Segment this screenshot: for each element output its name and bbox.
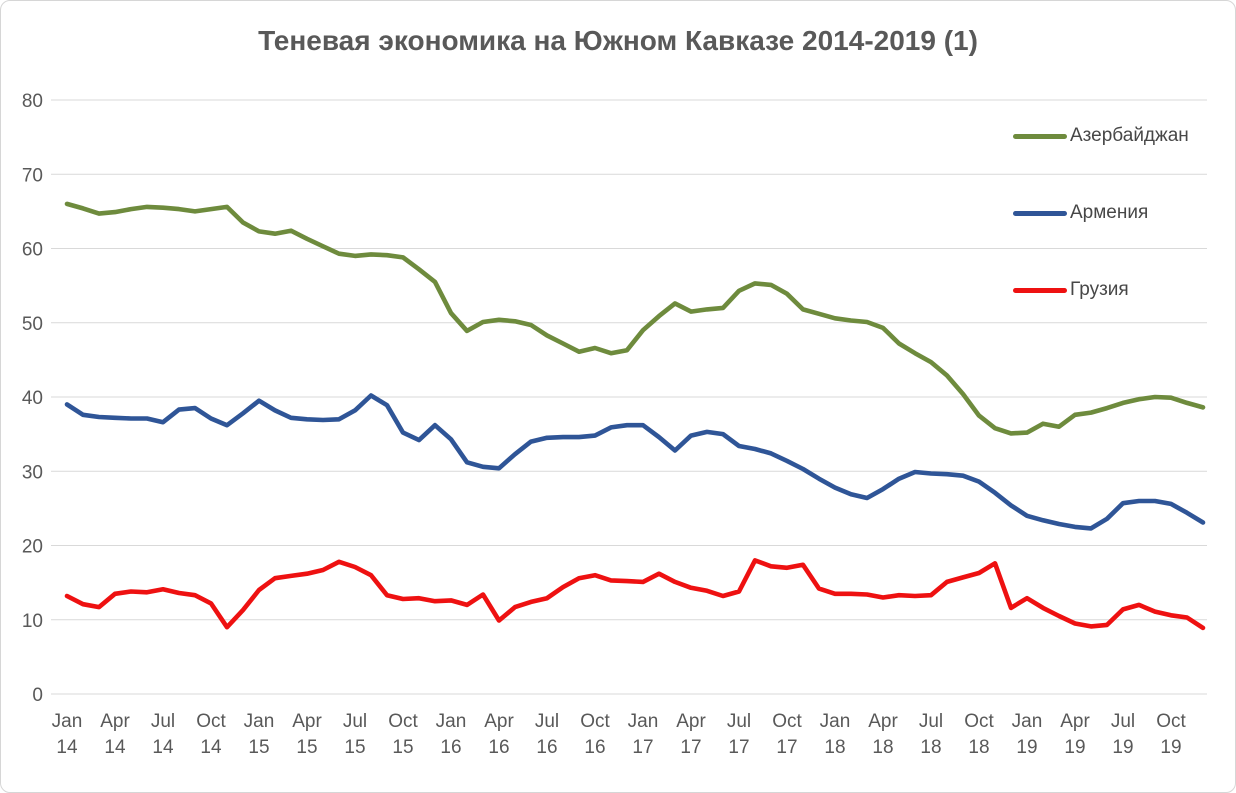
legend-label-azerbaijan: Азербайджан xyxy=(1070,125,1189,146)
x-axis-label-year: 17 xyxy=(728,737,749,758)
x-axis-label-month: Apr xyxy=(1060,711,1090,732)
x-axis-label-month: Oct xyxy=(772,711,802,732)
y-axis-label-80: 80 xyxy=(22,91,43,112)
x-axis-label-month: Jan xyxy=(436,711,467,732)
y-axis-label-50: 50 xyxy=(22,314,43,335)
x-axis-label-month: Apr xyxy=(868,711,898,732)
y-axis-label-70: 70 xyxy=(22,165,43,186)
x-axis-label-month: Jul xyxy=(151,711,175,732)
y-axis-label-30: 30 xyxy=(22,462,43,483)
series-line-2-Грузия xyxy=(64,558,1206,631)
x-axis-label-month: Oct xyxy=(580,711,610,732)
x-axis-label-year: 16 xyxy=(440,737,461,758)
x-axis-label-month: Apr xyxy=(484,711,514,732)
x-axis-label-year: 19 xyxy=(1160,737,1181,758)
series-line-1-Армения xyxy=(64,393,1206,531)
y-axis-label-20: 20 xyxy=(22,537,43,558)
x-axis-label-month: Apr xyxy=(100,711,130,732)
x-axis-label-year: 17 xyxy=(680,737,701,758)
chart-legend: Азербайджан Армения Грузия xyxy=(1013,125,1189,301)
x-axis-label-month: Jan xyxy=(1012,711,1043,732)
x-axis-label-year: 18 xyxy=(824,737,845,758)
legend-item-georgia: Грузия xyxy=(1013,279,1189,301)
legend-label-georgia: Грузия xyxy=(1070,279,1129,300)
x-axis-label-year: 16 xyxy=(584,737,605,758)
x-axis-label-month: Jan xyxy=(52,711,83,732)
x-axis-label-year: 18 xyxy=(968,737,989,758)
legend-label-armenia: Армения xyxy=(1070,202,1149,223)
x-axis-label-month: Oct xyxy=(388,711,418,732)
y-axis-label-60: 60 xyxy=(22,240,43,261)
legend-item-azerbaijan: Азербайджан xyxy=(1013,125,1189,147)
x-axis-label-year: 18 xyxy=(920,737,941,758)
x-axis-label-year: 14 xyxy=(152,737,174,758)
y-axis-label-40: 40 xyxy=(22,388,43,409)
x-axis-label-month: Oct xyxy=(1156,711,1186,732)
x-axis-label-year: 16 xyxy=(536,737,557,758)
x-axis-label-month: Apr xyxy=(676,711,706,732)
x-axis-label-year: 15 xyxy=(344,737,365,758)
x-axis-label-year: 18 xyxy=(872,737,893,758)
x-axis-label-year: 19 xyxy=(1016,737,1037,758)
x-axis-label-month: Apr xyxy=(292,711,322,732)
series-line-0-Азербайджан xyxy=(64,201,1206,436)
x-axis-label-month: Oct xyxy=(196,711,226,732)
legend-line-swatch-azerbaijan xyxy=(1013,133,1067,139)
x-axis-label-year: 15 xyxy=(296,737,317,758)
x-axis-label-month: Jul xyxy=(727,711,751,732)
x-axis-label-year: 17 xyxy=(632,737,653,758)
x-axis-label-month: Jan xyxy=(820,711,851,732)
x-axis-label-month: Jul xyxy=(535,711,559,732)
x-axis-label-year: 19 xyxy=(1112,737,1133,758)
x-axis-label-year: 15 xyxy=(248,737,269,758)
x-axis-label-month: Jul xyxy=(343,711,367,732)
x-axis-label-month: Oct xyxy=(964,711,994,732)
legend-line-swatch-georgia xyxy=(1013,287,1067,293)
x-axis-label-year: 14 xyxy=(200,737,222,758)
x-axis-label-year: 14 xyxy=(104,737,126,758)
y-axis-label-0: 0 xyxy=(32,685,43,706)
legend-item-armenia: Армения xyxy=(1013,202,1189,224)
x-axis-label-year: 14 xyxy=(56,737,78,758)
x-axis-label-month: Jul xyxy=(1111,711,1135,732)
x-axis-label-month: Jan xyxy=(244,711,275,732)
x-axis-label-year: 17 xyxy=(776,737,797,758)
chart-title: Теневая экономика на Южном Кавказе 2014-… xyxy=(258,25,978,56)
x-axis-label-month: Jan xyxy=(628,711,659,732)
x-axis-label-year: 16 xyxy=(488,737,509,758)
y-axis-label-10: 10 xyxy=(22,611,43,632)
legend-line-swatch-armenia xyxy=(1013,210,1067,216)
x-axis-label-month: Jul xyxy=(919,711,943,732)
x-axis-label-year: 19 xyxy=(1064,737,1085,758)
x-axis-label-year: 15 xyxy=(392,737,413,758)
